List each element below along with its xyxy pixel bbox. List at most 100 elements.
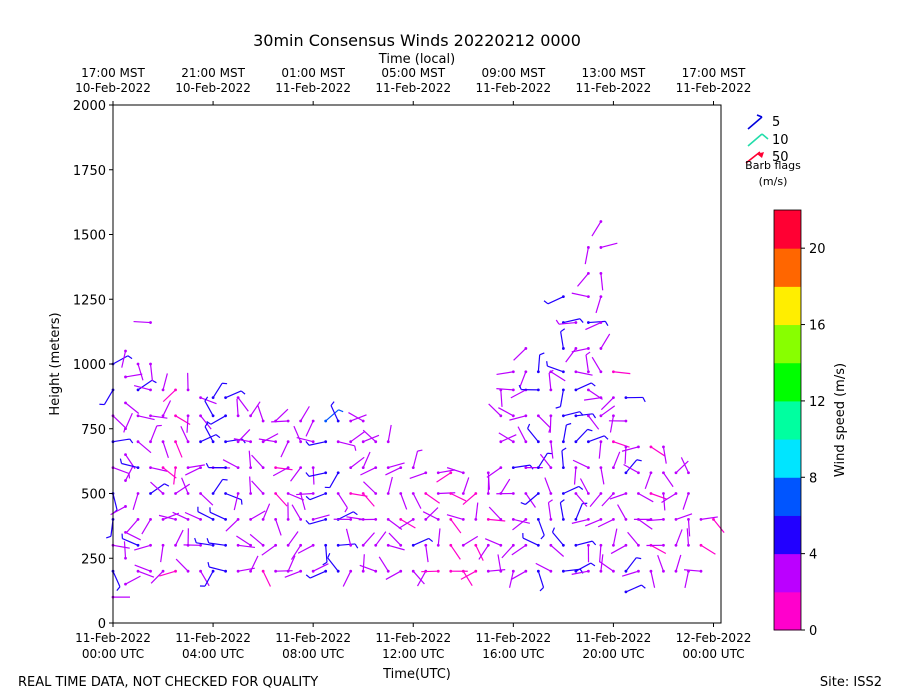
wind-barb xyxy=(484,538,503,547)
wind-barb xyxy=(305,518,328,525)
x-tick-label-time: 12:00 UTC xyxy=(382,647,444,661)
wind-barb xyxy=(236,396,249,412)
wind-barb xyxy=(261,543,278,556)
wind-barb-point xyxy=(599,414,603,418)
wind-barb-shaft xyxy=(338,441,355,447)
wind-barb-shaft xyxy=(462,535,479,546)
wind-barb-shaft xyxy=(650,571,656,588)
wind-barb-point xyxy=(436,518,440,521)
wind-barb-point xyxy=(436,543,440,547)
wind-barb xyxy=(207,562,227,573)
wind-barb-point xyxy=(174,388,177,392)
wind-barb-shaft xyxy=(162,441,169,459)
wind-barb-point xyxy=(349,543,353,547)
wind-barb-shaft xyxy=(149,363,154,381)
wind-barb-point xyxy=(236,440,240,444)
wind-barb-shaft xyxy=(262,503,271,520)
wind-barb-shaft xyxy=(272,467,289,477)
wind-barb-shaft xyxy=(575,382,592,391)
colorbar-segment xyxy=(774,515,801,555)
wind-barb-flag xyxy=(353,511,358,516)
wind-barb xyxy=(646,518,665,522)
wind-barb-point xyxy=(136,492,140,495)
wind-barb-shaft xyxy=(409,472,426,480)
wind-barb-shaft xyxy=(510,389,527,399)
wind-barb-point xyxy=(424,518,428,521)
wind-barb-shaft xyxy=(437,528,441,546)
wind-barb-shaft xyxy=(103,389,114,405)
wind-barb-point xyxy=(399,492,403,495)
wind-barb-point xyxy=(224,440,227,444)
wind-barb-shaft xyxy=(537,519,545,536)
wind-barb-shaft xyxy=(305,420,314,437)
wind-barb-point xyxy=(549,466,553,469)
wind-barb xyxy=(386,476,393,495)
wind-barb-shaft xyxy=(537,452,548,468)
wind-barb xyxy=(474,502,479,521)
wind-barb-point xyxy=(586,370,590,374)
wind-barb-point xyxy=(199,569,202,573)
wind-barb-shaft xyxy=(571,570,589,575)
wind-barb xyxy=(610,543,628,555)
top-tick-label-time: 13:00 MST xyxy=(582,66,646,80)
wind-barb-shaft xyxy=(588,320,606,324)
wind-barb-shaft xyxy=(600,333,611,349)
wind-barb-point xyxy=(236,414,240,418)
wind-barb-point xyxy=(374,569,378,573)
top-tick-label-time: 09:00 MST xyxy=(481,66,545,80)
wind-barb-point xyxy=(236,396,240,400)
wind-barb xyxy=(175,558,190,573)
wind-barb xyxy=(274,492,288,507)
wind-barb-shaft xyxy=(133,320,151,324)
wind-barb-point xyxy=(536,492,540,495)
wind-barb-point xyxy=(149,440,152,444)
wind-barb-shaft xyxy=(595,296,602,314)
wind-barb xyxy=(599,466,605,485)
wind-barb xyxy=(547,499,553,521)
wind-barb xyxy=(436,492,456,495)
wind-barb-shaft xyxy=(621,446,639,452)
wind-barb-point xyxy=(374,492,378,495)
wind-barb xyxy=(111,438,134,444)
wind-barb-shaft xyxy=(173,467,177,485)
wind-barb-shaft xyxy=(271,420,289,423)
wind-barb xyxy=(544,477,553,495)
wind-barb xyxy=(591,356,603,374)
wind-barb-flag xyxy=(305,440,310,446)
wind-barb xyxy=(518,384,540,392)
wind-barb xyxy=(311,514,330,521)
wind-barb-point xyxy=(536,569,540,573)
wind-barb-flag xyxy=(204,396,209,402)
wind-barb xyxy=(324,409,344,423)
x-tick-label-time: 00:00 UTC xyxy=(682,647,744,661)
top-tick-label-time: 17:00 MST xyxy=(682,66,746,80)
wind-barb-shaft xyxy=(362,434,380,443)
wind-barb-point xyxy=(524,492,528,495)
wind-barb xyxy=(662,471,674,488)
wind-barb-shaft xyxy=(297,544,314,554)
wind-barb-point xyxy=(349,419,353,423)
wind-barb-point xyxy=(136,518,140,521)
wind-barb-flag xyxy=(591,382,596,387)
wind-barb-point xyxy=(511,569,515,573)
wind-barb-shaft xyxy=(675,513,693,520)
wind-barb-point xyxy=(599,569,603,573)
wind-barb xyxy=(511,518,531,524)
wind-barb xyxy=(411,537,434,547)
wind-barb xyxy=(599,561,615,573)
wind-barb xyxy=(173,466,177,485)
wind-barb-point xyxy=(586,440,590,444)
wind-barb-shaft xyxy=(150,467,168,472)
wind-barb-point xyxy=(249,466,253,469)
wind-barb xyxy=(496,492,515,495)
wind-barb xyxy=(411,449,423,469)
top-tick-label-time: 01:00 MST xyxy=(281,66,345,80)
wind-barb-point xyxy=(461,492,465,495)
wind-barb xyxy=(258,438,278,444)
wind-barb xyxy=(150,569,165,584)
wind-barb-point xyxy=(637,543,640,547)
wind-barb-shaft xyxy=(296,436,314,443)
wind-barb-shaft xyxy=(425,493,441,504)
wind-barb-shaft xyxy=(225,390,242,399)
wind-barb xyxy=(249,510,266,521)
